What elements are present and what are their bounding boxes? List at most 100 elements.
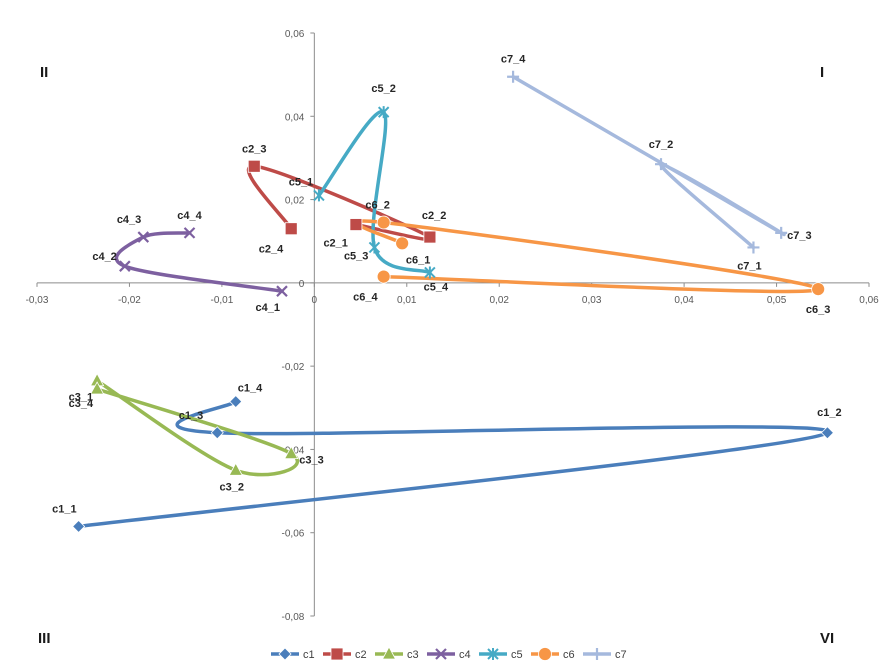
point-label-c5_2: c5_2 <box>371 83 395 95</box>
point-label-c3_3: c3_3 <box>299 455 323 467</box>
point-marker-c2_1 <box>349 218 363 231</box>
legend-label-c5: c5 <box>511 649 523 661</box>
legend-label-c2: c2 <box>355 649 367 661</box>
point-marker-c3_3 <box>284 445 299 459</box>
point-marker-c6_2 <box>376 215 391 230</box>
point-marker-c5_3 <box>368 241 381 254</box>
series-line-c5 <box>317 110 432 275</box>
point-label-c4_1: c4_1 <box>255 302 279 314</box>
point-marker-c7_1 <box>747 241 760 254</box>
point-label-c1_4: c1_4 <box>238 383 263 395</box>
point-marker-c5_4 <box>424 266 436 279</box>
legend-marker-c1 <box>278 647 292 661</box>
y-tick-label: 0 <box>299 279 305 290</box>
point-label-c5_3: c5_3 <box>344 250 368 262</box>
legend-marker-c7 <box>591 648 603 660</box>
y-tick-label: -0,06 <box>282 529 305 540</box>
point-label-c3_2: c3_2 <box>220 481 244 493</box>
y-tick-label: -0,02 <box>282 362 305 373</box>
point-marker-c2_4 <box>284 222 298 236</box>
x-tick-label: 0,04 <box>674 295 694 306</box>
point-marker-c2_2 <box>423 230 437 244</box>
point-label-c4_4: c4_4 <box>177 210 202 222</box>
point-marker-c4_1 <box>276 285 288 297</box>
x-tick-label: 0,03 <box>582 295 602 306</box>
point-label-c6_2: c6_2 <box>365 199 389 211</box>
point-marker-c6_1 <box>395 236 410 251</box>
point-label-c2_3: c2_3 <box>242 143 266 155</box>
x-tick-label: 0,06 <box>859 295 879 306</box>
point-labels: c1_1 c1_2 c1_3 c1_4 c2_1 c2_2 c2_3 c2_4 c3_1 c3_2… <box>52 54 842 516</box>
legend-marker-c6 <box>538 647 552 661</box>
point-label-c3_4: c3_4 <box>69 398 94 410</box>
point-label-c6_4: c6_4 <box>353 292 378 304</box>
point-marker-c6_3 <box>811 282 826 297</box>
x-tick-labels: -0,03 -0,02 -0,01 0 0,01 0,02 0,03 0,04 0,05 0,06 <box>26 282 879 306</box>
x-tick-label: -0,03 <box>26 295 49 306</box>
x-tick-label: 0,05 <box>767 295 787 306</box>
point-label-c1_1: c1_1 <box>52 503 76 515</box>
legend-marker-c4 <box>435 648 447 660</box>
point-label-c2_2: c2_2 <box>422 210 446 222</box>
quadrant-labels: II I III VI <box>38 64 834 647</box>
legend-label-c3: c3 <box>407 649 419 661</box>
series-markers <box>72 70 834 534</box>
series-lines <box>76 74 830 529</box>
quadrant-label-top-right: I <box>820 64 824 81</box>
y-tick-label: 0,04 <box>285 112 305 123</box>
legend-marker-c3 <box>381 646 397 660</box>
point-label-c7_4: c7_4 <box>501 54 526 66</box>
y-tick-label: 0,02 <box>285 196 305 207</box>
point-marker-c3_2 <box>228 462 243 476</box>
point-label-c6_3: c6_3 <box>806 304 830 316</box>
point-label-c3_1: c3_1 <box>69 392 93 404</box>
point-marker-c1_1 <box>72 519 86 534</box>
point-label-c4_2: c4_2 <box>92 251 116 263</box>
point-marker-c1_4 <box>229 394 243 409</box>
point-marker-c7_2 <box>655 158 667 171</box>
point-marker-c1_3 <box>210 426 224 440</box>
point-label-c5_1: c5_1 <box>289 176 313 188</box>
point-label-c7_1: c7_1 <box>737 260 761 272</box>
point-marker-c2_3 <box>247 159 261 173</box>
point-marker-c4_4 <box>183 227 196 239</box>
point-marker-c5_2 <box>377 106 390 119</box>
series-line-c1 <box>76 399 830 529</box>
legend-label-c4: c4 <box>459 649 471 661</box>
y-tick-label: -0,08 <box>282 612 305 623</box>
axes <box>37 33 869 616</box>
legend: c1 c2 c3 c4 c5 c6 c7 <box>271 646 627 661</box>
legend-label-c6: c6 <box>563 649 575 661</box>
point-label-c5_4: c5_4 <box>424 281 449 293</box>
point-label-c4_3: c4_3 <box>117 214 141 226</box>
y-tick-label: 0,06 <box>285 29 305 40</box>
quadrant-label-top-left: II <box>40 64 48 81</box>
quadrant-label-bottom-right: VI <box>820 630 834 647</box>
quadrant-label-bottom-left: III <box>38 630 51 647</box>
point-label-c6_1: c6_1 <box>406 254 430 266</box>
x-tick-label: 0,01 <box>397 295 417 306</box>
legend-label-c7: c7 <box>615 649 627 661</box>
point-label-c1_2: c1_2 <box>817 407 841 419</box>
series-line-c4 <box>114 231 284 293</box>
point-label-c2_1: c2_1 <box>323 238 347 250</box>
series-line-c3 <box>95 378 300 477</box>
x-tick-label: -0,01 <box>210 295 233 306</box>
point-marker-c4_2 <box>119 260 131 272</box>
point-marker-c3_4 <box>89 381 105 395</box>
legend-label-c1: c1 <box>303 649 315 661</box>
point-marker-c1_2 <box>820 426 834 440</box>
point-marker-c4_3 <box>137 231 150 243</box>
point-label-c2_4: c2_4 <box>259 244 284 256</box>
x-tick-label: -0,02 <box>118 295 141 306</box>
point-label-c7_2: c7_2 <box>649 139 673 151</box>
point-marker-c7_4 <box>507 70 520 83</box>
point-label-c7_3: c7_3 <box>787 230 811 242</box>
legend-marker-c2 <box>330 647 344 661</box>
point-marker-c7_3 <box>775 226 788 239</box>
x-tick-label: 0,02 <box>489 295 509 306</box>
legend-marker-c5 <box>487 648 499 660</box>
point-label-c1_3: c1_3 <box>179 410 203 422</box>
series-line-c2 <box>246 164 435 242</box>
